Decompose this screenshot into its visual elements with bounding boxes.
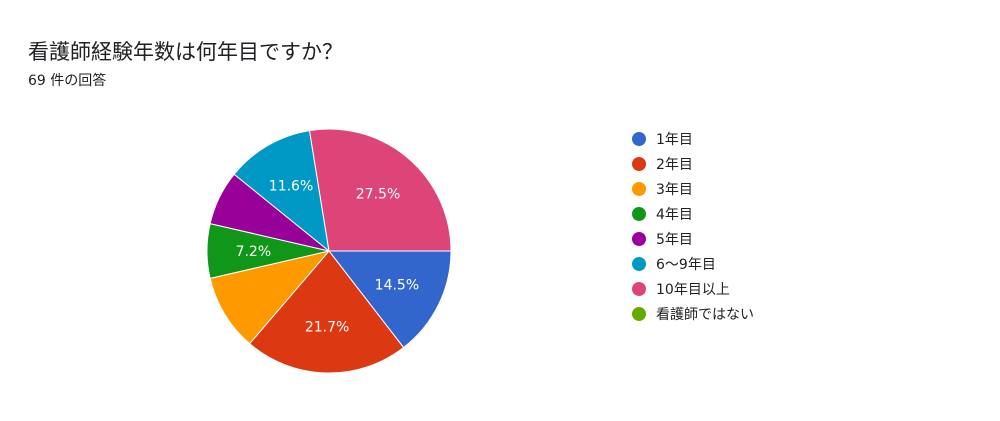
slice-label-2: 21.7% [305, 320, 349, 336]
response-count: 69 件の回答 [28, 73, 107, 89]
chart-legend: 1年目 2年目 3年目 4年目 5年目 6〜9年目 10年目以上看護師ではない [632, 126, 754, 326]
pie-slice-7[interactable] [308, 128, 452, 252]
legend-label: 2年目 [656, 156, 693, 173]
legend-item-5[interactable]: 5年目 [632, 226, 754, 251]
legend-swatch [632, 131, 646, 146]
legend-swatch [632, 206, 646, 221]
legend-swatch [632, 156, 646, 171]
legend-label: 看護師ではない [656, 306, 754, 323]
chart-title: 看護師経験年数は何年目ですか？ [28, 40, 343, 64]
pie-slice-3[interactable] [209, 250, 331, 345]
legend-item-4[interactable]: 4年目 [632, 201, 754, 226]
slice-label-6: 11.6% [269, 179, 313, 195]
pie-slice-1[interactable] [327, 250, 452, 349]
legend-item-3[interactable]: 3年目 [632, 176, 754, 201]
legend-label: 6〜9年目 [656, 256, 716, 273]
legend-label: 10年目以上 [656, 281, 730, 298]
legend-label: 1年目 [656, 131, 693, 148]
slice-label-7: 27.5% [356, 186, 400, 202]
legend-swatch [632, 256, 646, 271]
legend-swatch [632, 281, 646, 296]
legend-item-7[interactable]: 10年目以上 [632, 276, 754, 301]
legend-label: 3年目 [656, 181, 693, 198]
slice-label-4: 7.2% [236, 244, 272, 260]
pie-slice-6[interactable] [233, 129, 330, 253]
legend-label: 5年目 [656, 231, 693, 248]
slice-label-1: 14.5% [375, 277, 419, 293]
legend-swatch [632, 231, 646, 246]
legend-item-2[interactable]: 2年目 [632, 151, 754, 176]
legend-item-6[interactable]: 6〜9年目 [632, 251, 754, 276]
legend-swatch [632, 181, 646, 196]
legend-item-8[interactable]: 看護師ではない [632, 301, 754, 326]
legend-swatch [632, 306, 646, 321]
legend-label: 4年目 [656, 206, 693, 223]
legend-item-1[interactable]: 1年目 [632, 126, 754, 151]
pie-slice-2[interactable] [248, 250, 405, 374]
